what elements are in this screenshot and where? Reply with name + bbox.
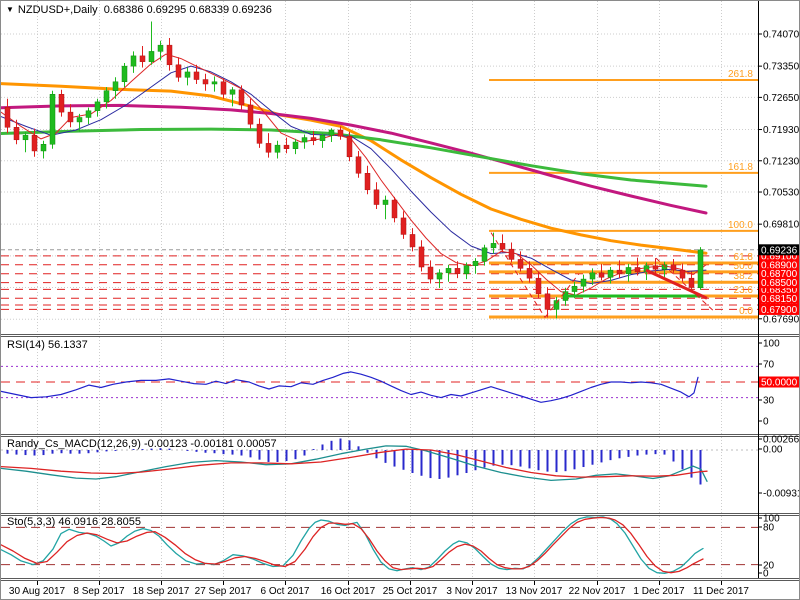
fib-anchor-down <box>490 232 546 318</box>
trendline-red <box>645 268 708 300</box>
date-label: 27 Sep 2017 <box>195 586 252 597</box>
svg-text:80: 80 <box>763 523 775 534</box>
svg-text:0.73350: 0.73350 <box>763 62 800 73</box>
date-label: 25 Oct 2017 <box>383 586 438 597</box>
svg-text:0.74070: 0.74070 <box>763 30 800 41</box>
svg-text:20: 20 <box>763 561 775 572</box>
date-label: 3 Nov 2017 <box>446 586 498 597</box>
svg-text:0.67690: 0.67690 <box>763 314 800 325</box>
svg-text:0: 0 <box>763 569 769 580</box>
svg-text:70: 70 <box>763 360 775 371</box>
fib-label-61.8: 61.8 <box>734 252 754 263</box>
svg-text:0.68350: 0.68350 <box>761 285 798 296</box>
ma-green <box>1 127 708 188</box>
fib-anchor-up <box>544 273 580 318</box>
ohlc-values: 0.68386 0.69295 0.68339 0.69236 <box>103 4 272 16</box>
date-label: 6 Oct 2017 <box>261 586 310 597</box>
date-label: 1 Dec 2017 <box>633 586 685 597</box>
svg-text:-0.00931: -0.00931 <box>763 489 800 500</box>
svg-text:0.68150: 0.68150 <box>761 294 798 305</box>
svg-text:0.68900: 0.68900 <box>761 260 798 271</box>
fib-label-50.0: 50.0 <box>734 261 754 272</box>
fib-label-161.8: 161.8 <box>728 162 753 173</box>
fib-label-0.0: 0.0 <box>739 306 753 317</box>
candlesticks[interactable] <box>4 21 704 319</box>
fib-label-100.0: 100.0 <box>728 220 753 231</box>
rsi-indicator-title: RSI(14) 56.1337 <box>7 339 88 351</box>
svg-text:100: 100 <box>763 514 780 525</box>
date-axis[interactable]: 30 Aug 2017 8 Sep 2017 18 Sep 2017 27 Sep 2… <box>9 581 750 597</box>
chart-objects[interactable] <box>490 232 714 318</box>
trendline-red-dashed <box>655 257 714 311</box>
svg-text:0.71230: 0.71230 <box>763 156 800 167</box>
support-resistance-lines[interactable] <box>1 255 758 310</box>
price-axis[interactable]: 0.74070 0.73350 0.72650 0.71930 0.71230 0.705… <box>758 30 800 580</box>
fib-label-38.2: 38.2 <box>734 271 754 282</box>
date-label: 30 Aug 2017 <box>9 586 66 597</box>
svg-text:0.71930: 0.71930 <box>763 125 800 136</box>
svg-text:100: 100 <box>763 339 780 350</box>
svg-text:0.68500: 0.68500 <box>761 278 798 289</box>
fib-label-23.6: 23.6 <box>734 285 754 296</box>
svg-text:0.69810: 0.69810 <box>763 220 800 231</box>
svg-text:0.00266: 0.00266 <box>763 435 800 446</box>
symbol-period-label: NZDUSD+,Daily <box>17 4 98 16</box>
date-label: 13 Nov 2017 <box>506 586 563 597</box>
date-label: 8 Sep 2017 <box>73 586 125 597</box>
stochastic-indicator-title: Sto(5,3,3) 46.0916 28.8055 <box>7 516 141 528</box>
svg-text:0.00: 0.00 <box>763 445 783 456</box>
chevron-down-icon[interactable]: ▼ <box>6 5 14 14</box>
svg-text:50.0000: 50.0000 <box>761 378 798 389</box>
date-label: 22 Nov 2017 <box>569 586 626 597</box>
svg-text:0: 0 <box>763 417 769 428</box>
svg-text:30: 30 <box>763 396 775 407</box>
chart-title: ▼ NZDUSD+,Daily 0.68386 0.69295 0.68339 0.… <box>6 4 272 16</box>
stochastic-panel <box>1 516 758 574</box>
moving-averages <box>1 53 708 296</box>
svg-text:0.70530: 0.70530 <box>763 188 800 199</box>
svg-text:0.72650: 0.72650 <box>763 93 800 104</box>
fib-label-261.8: 261.8 <box>728 69 753 80</box>
panel-separators[interactable] <box>1 334 800 581</box>
date-label: 11 Dec 2017 <box>693 586 749 597</box>
rsi-panel <box>1 365 758 403</box>
ma-red-fast <box>1 53 707 296</box>
svg-text:0.68700: 0.68700 <box>761 269 798 280</box>
macd-indicator-title: Randy_Cs_MACD(12,26,9) -0.00123 -0.00181… <box>7 438 277 450</box>
macd-panel <box>1 438 758 485</box>
svg-text:0.69236: 0.69236 <box>761 245 798 256</box>
date-label: 16 Oct 2017 <box>321 586 376 597</box>
ma-magenta <box>1 103 708 215</box>
svg-text:0.69100: 0.69100 <box>761 251 798 262</box>
ma-orange-slow <box>1 82 708 255</box>
ma-blue-fast <box>1 65 707 284</box>
date-label: 18 Sep 2017 <box>133 586 190 597</box>
svg-text:0.67900: 0.67900 <box>761 305 798 316</box>
